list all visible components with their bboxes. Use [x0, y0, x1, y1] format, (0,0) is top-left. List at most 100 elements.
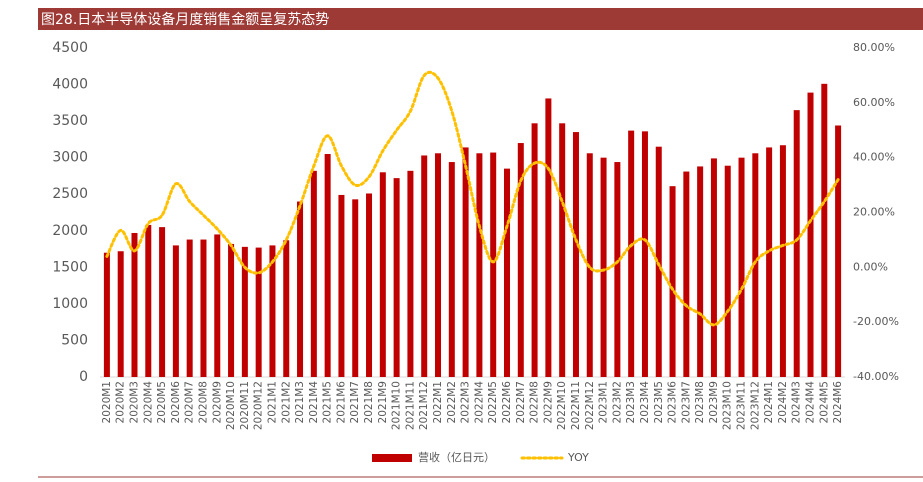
x-tick-label: 2022M6: [501, 381, 513, 424]
x-tick-label: 2022M9: [542, 381, 554, 423]
x-tick-label: 2020M9: [211, 381, 223, 423]
bar: [324, 154, 331, 377]
bar: [531, 123, 538, 377]
x-tick-label: 2022M3: [460, 381, 472, 423]
y2-tick-label: -20.00%: [853, 315, 899, 328]
x-tick-label: 2023M4: [639, 381, 651, 424]
y-tick-label: 0: [79, 369, 88, 385]
x-tick-label: 2020M2: [115, 381, 127, 423]
x-tick-label: 2022M5: [487, 381, 499, 423]
x-tick-label: 2021M6: [335, 381, 347, 424]
bar: [214, 234, 221, 377]
y2-tick-label: 20.00%: [853, 206, 895, 219]
x-tick-label: 2022M11: [570, 381, 582, 430]
x-tick-label: 2022M7: [515, 381, 527, 423]
bar: [448, 162, 455, 377]
bar: [435, 153, 442, 377]
bar: [269, 245, 276, 377]
x-tick-label: 2024M4: [805, 381, 817, 424]
x-tick-label: 2023M1: [598, 381, 610, 423]
bar: [297, 201, 304, 377]
x-tick-label: 2020M4: [142, 381, 154, 424]
bar: [172, 245, 179, 377]
y-tick-label: 4500: [52, 40, 88, 56]
bar: [793, 110, 800, 378]
bar: [697, 166, 704, 377]
x-tick-label: 2021M11: [404, 381, 416, 430]
x-tick-label: 2023M10: [722, 381, 734, 430]
bar: [490, 152, 497, 377]
line: [105, 70, 840, 327]
x-tick-label: 2022M8: [529, 381, 541, 423]
x-tick-label: 2020M1: [101, 381, 113, 423]
x-tick-label: 2023M12: [749, 381, 761, 430]
x-tick-label: 2021M12: [418, 381, 430, 430]
x-tick-label: 2021M1: [266, 381, 278, 423]
x-tick-label: 2023M2: [611, 381, 623, 423]
bar: [821, 83, 828, 377]
bar: [738, 157, 745, 377]
x-tick-label: 2023M6: [667, 381, 679, 424]
y2-tick-label: 60.00%: [853, 96, 895, 109]
x-tick-label: 2021M4: [308, 381, 320, 424]
bar: [683, 171, 690, 377]
bar: [641, 131, 648, 377]
bar: [559, 123, 566, 377]
y-tick-label: 1000: [52, 296, 88, 312]
y-tick-label: 500: [61, 332, 88, 348]
y-tick-label: 2500: [52, 186, 88, 202]
bar: [366, 193, 373, 377]
bar: [310, 170, 317, 377]
bar: [407, 170, 414, 377]
bar: [352, 199, 359, 377]
bar: [186, 239, 193, 377]
x-tick-label: 2020M7: [184, 381, 196, 423]
bar: [255, 247, 262, 377]
bar: [614, 162, 621, 377]
y-tick-label: 2000: [52, 223, 88, 239]
x-tick-label: 2020M3: [128, 381, 140, 423]
x-tick-label: 2021M10: [391, 381, 403, 430]
bar: [710, 158, 717, 377]
bar: [835, 125, 842, 378]
bar: [517, 143, 524, 377]
bar: [283, 240, 290, 377]
x-tick-label: 2024M6: [832, 381, 844, 424]
bar: [724, 165, 731, 377]
x-tick-label: 2021M8: [363, 381, 375, 423]
x-tick-label: 2020M5: [156, 381, 168, 423]
legend-label: YOY: [567, 451, 589, 464]
y-tick-label: 3500: [52, 113, 88, 129]
legend-label: 营收（亿日元）: [418, 450, 495, 464]
bar: [117, 251, 124, 377]
bar: [600, 157, 607, 377]
x-tick-label: 2024M2: [777, 381, 789, 423]
bar: [476, 153, 483, 377]
x-tick-label: 2022M1: [432, 381, 444, 423]
bar: [669, 186, 676, 377]
bar: [628, 130, 635, 377]
bar: [241, 246, 248, 377]
x-tick-label: 2021M3: [294, 381, 306, 423]
bar: [545, 98, 552, 378]
x-tick-label: 2023M11: [736, 381, 748, 430]
bar: [393, 178, 400, 377]
x-tick-label: 2021M9: [377, 381, 389, 423]
x-tick-label: 2020M8: [197, 381, 209, 423]
y2-tick-label: -40.00%: [853, 370, 899, 383]
title-bar: [38, 8, 923, 30]
bar: [752, 153, 759, 377]
bar: [103, 252, 110, 377]
bar: [200, 239, 207, 377]
x-tick-label: 2024M1: [763, 381, 775, 423]
x-tick-label: 2020M6: [170, 381, 182, 424]
bar: [145, 224, 152, 377]
bar: [228, 243, 235, 377]
bar: [131, 232, 138, 377]
x-tick-label: 2021M7: [349, 381, 361, 423]
x-tick-label: 2023M9: [708, 381, 720, 423]
x-tick-label: 2021M2: [280, 381, 292, 423]
bar: [379, 172, 386, 377]
bar: [766, 147, 773, 377]
